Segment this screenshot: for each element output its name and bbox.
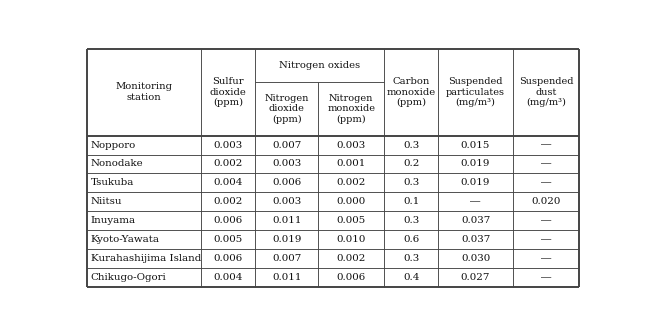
Text: Suspended
dust
(mg/m³): Suspended dust (mg/m³) — [519, 77, 573, 107]
Text: 0.007: 0.007 — [272, 254, 302, 263]
Text: 0.006: 0.006 — [214, 216, 243, 225]
Text: 0.019: 0.019 — [272, 235, 302, 244]
Text: 0.1: 0.1 — [403, 197, 419, 206]
Text: 0.037: 0.037 — [461, 235, 490, 244]
Text: Nonodake: Nonodake — [91, 160, 144, 168]
Text: 0.019: 0.019 — [461, 178, 490, 187]
Text: 0.3: 0.3 — [403, 178, 419, 187]
Text: Nitrogen
dioxide
(ppm): Nitrogen dioxide (ppm) — [265, 94, 309, 124]
Text: 0.007: 0.007 — [272, 141, 302, 150]
Text: 0.2: 0.2 — [403, 160, 419, 168]
Text: Carbon
monoxide
(ppm): Carbon monoxide (ppm) — [387, 77, 436, 107]
Text: 0.006: 0.006 — [214, 254, 243, 263]
Text: Monitoring
station: Monitoring station — [116, 82, 173, 102]
Text: 0.006: 0.006 — [337, 273, 366, 282]
Text: 0.004: 0.004 — [213, 273, 243, 282]
Text: 0.002: 0.002 — [337, 178, 366, 187]
Text: Chikugo‐Ogori: Chikugo‐Ogori — [91, 273, 166, 282]
Text: Suspended
particulates
(mg/m³): Suspended particulates (mg/m³) — [446, 77, 505, 107]
Text: 0.3: 0.3 — [403, 254, 419, 263]
Text: 0.003: 0.003 — [337, 141, 366, 150]
Text: 0.011: 0.011 — [272, 273, 302, 282]
Text: ―: ― — [541, 160, 551, 168]
Text: 0.003: 0.003 — [272, 160, 302, 168]
Text: Sulfur
dioxide
(ppm): Sulfur dioxide (ppm) — [210, 77, 246, 107]
Text: Kurahashijima Island: Kurahashijima Island — [91, 254, 201, 263]
Text: Niitsu: Niitsu — [91, 197, 122, 206]
Text: 0.020: 0.020 — [531, 197, 561, 206]
Text: 0.003: 0.003 — [214, 141, 243, 150]
Text: 0.6: 0.6 — [403, 235, 419, 244]
Text: 0.015: 0.015 — [461, 141, 490, 150]
Text: 0.010: 0.010 — [337, 235, 366, 244]
Text: Nopporo: Nopporo — [91, 141, 136, 150]
Text: ―: ― — [541, 178, 551, 187]
Text: ―: ― — [541, 235, 551, 244]
Text: 0.037: 0.037 — [461, 216, 490, 225]
Text: 0.011: 0.011 — [272, 216, 302, 225]
Text: 0.001: 0.001 — [337, 160, 366, 168]
Text: 0.3: 0.3 — [403, 216, 419, 225]
Text: 0.000: 0.000 — [337, 197, 366, 206]
Text: Nitrogen oxides: Nitrogen oxides — [279, 61, 360, 70]
Text: Inuyama: Inuyama — [91, 216, 136, 225]
Text: 0.004: 0.004 — [213, 178, 243, 187]
Text: 0.002: 0.002 — [337, 254, 366, 263]
Text: 0.005: 0.005 — [337, 216, 366, 225]
Text: ―: ― — [541, 216, 551, 225]
Text: 0.005: 0.005 — [214, 235, 243, 244]
Text: 0.3: 0.3 — [403, 141, 419, 150]
Text: Tsukuba: Tsukuba — [91, 178, 134, 187]
Text: ―: ― — [541, 273, 551, 282]
Text: 0.002: 0.002 — [213, 160, 243, 168]
Text: 0.030: 0.030 — [461, 254, 490, 263]
Text: Nitrogen
monoxide
(ppm): Nitrogen monoxide (ppm) — [327, 94, 375, 124]
Text: ―: ― — [541, 254, 551, 263]
Text: 0.027: 0.027 — [461, 273, 490, 282]
Text: 0.006: 0.006 — [272, 178, 302, 187]
Text: 0.002: 0.002 — [213, 197, 243, 206]
Text: 0.003: 0.003 — [272, 197, 302, 206]
Text: Kyoto‐Yawata: Kyoto‐Yawata — [91, 235, 160, 244]
Text: ―: ― — [471, 197, 480, 206]
Text: 0.4: 0.4 — [403, 273, 419, 282]
Text: ―: ― — [541, 141, 551, 150]
Text: 0.019: 0.019 — [461, 160, 490, 168]
